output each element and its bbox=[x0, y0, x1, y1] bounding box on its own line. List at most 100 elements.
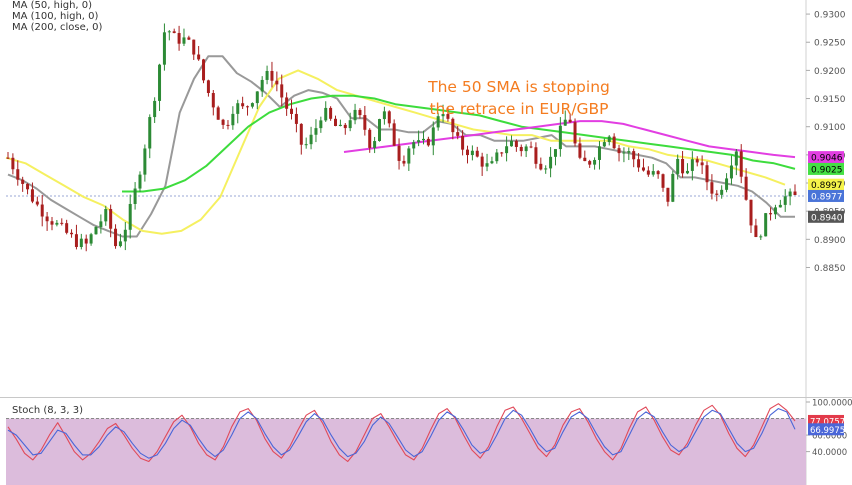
candle-body bbox=[710, 182, 714, 194]
legend-ma-50: MA (50, high, 0) bbox=[12, 0, 93, 11]
candle-body bbox=[70, 232, 74, 235]
candle-body bbox=[788, 191, 792, 197]
price-badge-label: 0.8997 bbox=[811, 181, 843, 191]
price-badge bbox=[808, 162, 844, 175]
candle-body bbox=[773, 207, 777, 215]
stoch-badge-label: 66.9975 bbox=[810, 426, 845, 436]
candle-body bbox=[260, 79, 264, 92]
candle-body bbox=[583, 157, 587, 162]
stoch-label: Stoch (8, 3, 3) bbox=[12, 405, 84, 416]
candle-body bbox=[539, 163, 543, 170]
candle-body bbox=[412, 142, 416, 149]
candle-body bbox=[241, 103, 245, 107]
candle-body bbox=[475, 150, 479, 157]
candle-body bbox=[441, 114, 445, 117]
price-badge bbox=[808, 178, 844, 191]
candle-body bbox=[676, 158, 680, 174]
candle-body bbox=[182, 37, 186, 44]
candle-body bbox=[177, 33, 181, 44]
candle-body bbox=[148, 117, 152, 149]
stoch-y-tick-label: 100.0000 bbox=[812, 399, 852, 409]
candle-body bbox=[50, 221, 54, 225]
candle-body bbox=[402, 160, 406, 164]
candle-body bbox=[725, 178, 729, 190]
candle-body bbox=[30, 189, 34, 202]
candle-body bbox=[348, 120, 352, 129]
candle-body bbox=[99, 221, 103, 227]
candle-body bbox=[192, 39, 196, 55]
candlesticks bbox=[6, 23, 797, 252]
candle-body bbox=[294, 113, 298, 124]
candle-body bbox=[231, 113, 235, 126]
candle-body bbox=[378, 119, 382, 142]
candle-body bbox=[729, 165, 733, 179]
price-badge-label: 0.8977 bbox=[811, 192, 843, 202]
candle-body bbox=[612, 136, 616, 149]
candle-body bbox=[324, 107, 328, 121]
candle-body bbox=[456, 132, 460, 136]
ma-line-2 bbox=[122, 94, 796, 193]
candle-body bbox=[637, 159, 641, 168]
candle-body bbox=[544, 168, 548, 170]
candle-body bbox=[754, 225, 758, 238]
candle-body bbox=[329, 107, 333, 119]
candle-body bbox=[309, 134, 313, 145]
candle-body bbox=[602, 142, 606, 147]
candle-body bbox=[646, 170, 650, 175]
candle-body bbox=[216, 107, 220, 120]
candle-body bbox=[104, 209, 108, 222]
price-badge-label: 0.9025 bbox=[811, 165, 843, 175]
candle-body bbox=[74, 234, 78, 247]
legend-ma-200: MA (200, close, 0) bbox=[12, 22, 103, 33]
candle-body bbox=[84, 238, 88, 244]
candle-body bbox=[153, 100, 157, 118]
candle-body bbox=[656, 171, 660, 175]
chart-annotation: The 50 SMA is stopping the retrace in EU… bbox=[404, 76, 634, 120]
candle-body bbox=[764, 213, 768, 237]
candle-body bbox=[426, 138, 430, 146]
candle-body bbox=[509, 140, 513, 147]
candle-body bbox=[387, 111, 391, 124]
annotation-line-1: The 50 SMA is stopping bbox=[428, 78, 610, 96]
candle-body bbox=[368, 129, 372, 148]
candle-body bbox=[353, 109, 357, 121]
candle-body bbox=[358, 109, 362, 116]
candle-body bbox=[744, 176, 748, 200]
candle-body bbox=[661, 174, 665, 188]
candle-body bbox=[524, 146, 528, 152]
candle-body bbox=[769, 213, 773, 215]
candle-body bbox=[505, 146, 509, 154]
stoch-y-tick-label: 40.0000 bbox=[812, 448, 847, 458]
candle-body bbox=[118, 241, 122, 247]
candle-body bbox=[11, 157, 15, 170]
candle-body bbox=[123, 229, 127, 242]
candle-body bbox=[715, 193, 719, 195]
candle-body bbox=[290, 108, 294, 114]
candle-body bbox=[720, 189, 724, 195]
candle-body bbox=[167, 31, 171, 33]
stoch-zone bbox=[6, 418, 806, 485]
candle-body bbox=[593, 159, 597, 165]
candle-body bbox=[172, 31, 176, 34]
candle-body bbox=[60, 222, 64, 224]
candle-body bbox=[671, 173, 675, 202]
ma-line-3 bbox=[343, 120, 796, 159]
ma-line-0 bbox=[7, 55, 795, 238]
candle-body bbox=[285, 97, 289, 109]
price-badge-label: 0.9046 bbox=[811, 154, 843, 164]
candle-body bbox=[436, 116, 440, 128]
candle-body bbox=[500, 152, 504, 154]
candle-body bbox=[246, 106, 250, 108]
candle-body bbox=[529, 146, 533, 148]
candle-body bbox=[622, 152, 626, 154]
candle-body bbox=[783, 196, 787, 205]
candle-body bbox=[45, 216, 49, 222]
candle-body bbox=[793, 191, 797, 196]
candle-body bbox=[319, 120, 323, 129]
candle-body bbox=[304, 144, 308, 146]
candle-body bbox=[700, 162, 704, 166]
candle-body bbox=[607, 136, 611, 143]
y-tick-label: 0.9300 bbox=[814, 11, 846, 21]
stoch-badge bbox=[808, 423, 844, 436]
